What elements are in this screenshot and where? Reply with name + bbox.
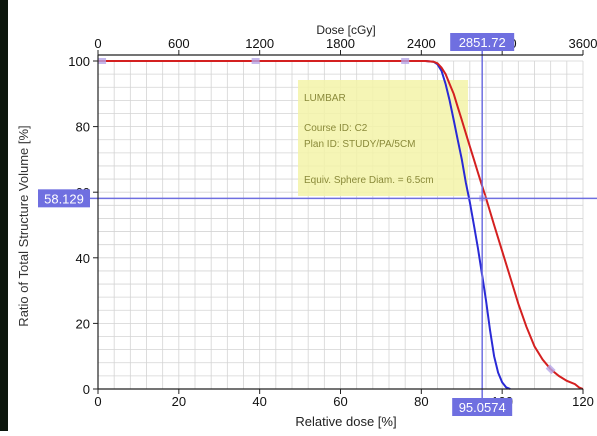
top-tick-label: 0 <box>94 36 101 51</box>
cursor-volume-readout-bg <box>38 189 90 208</box>
y-axis-label: Ratio of Total Structure Volume [%] <box>16 125 31 326</box>
series-line-2 <box>98 60 584 390</box>
window-edge <box>0 0 8 431</box>
top-tick-label: 3600 <box>569 36 597 51</box>
x-tick-label: 20 <box>172 394 186 409</box>
cursor-dose-readout-bg <box>450 33 515 51</box>
point-marker <box>545 364 556 375</box>
legend-line-course: Course ID: C2 <box>304 123 368 134</box>
cursor-relative-dose-readout-bg <box>452 398 513 416</box>
legend-line-structure: LUMBAR <box>304 93 346 104</box>
top-tick-label: 1800 <box>326 36 355 51</box>
y-tick-label: 100 <box>68 54 90 69</box>
x-tick-label: 0 <box>94 394 101 409</box>
y-tick-label: 80 <box>76 120 90 135</box>
x-tick-label: 60 <box>333 394 347 409</box>
legend-line-sphere: Equiv. Sphere Diam. = 6.5cm <box>304 175 434 186</box>
legend-box: LUMBAR Course ID: C2 Plan ID: STUDY/PA/5… <box>298 80 468 196</box>
top-tick-label: 1200 <box>245 36 274 51</box>
x-tick-label: 40 <box>252 394 266 409</box>
point-marker <box>401 58 410 64</box>
x-tick-label: 120 <box>572 394 594 409</box>
point-marker <box>251 58 260 64</box>
legend-background <box>298 80 468 196</box>
crosshair-cursor[interactable] <box>60 44 597 401</box>
top-axis-label: Dose [cGy] <box>316 23 375 37</box>
top-tick-label: 600 <box>168 36 190 51</box>
cursor-readouts: 2851.72 58.129 95.0574 <box>38 33 515 416</box>
legend-line-plan: Plan ID: STUDY/PA/5CM <box>304 139 416 150</box>
x-axis-label: Relative dose [%] <box>295 414 396 429</box>
cursor-dose-readout: 2851.72 <box>459 35 506 50</box>
cursor-volume-readout: 58.129 <box>44 191 84 206</box>
y-tick-label: 0 <box>83 382 90 397</box>
y-tick-label: 40 <box>76 251 90 266</box>
y-tick-label: 20 <box>76 316 90 331</box>
point-marker <box>98 58 107 64</box>
x-tick-label: 80 <box>414 394 428 409</box>
cursor-relative-dose-readout: 95.0574 <box>459 400 506 415</box>
top-tick-label: 2400 <box>407 36 436 51</box>
